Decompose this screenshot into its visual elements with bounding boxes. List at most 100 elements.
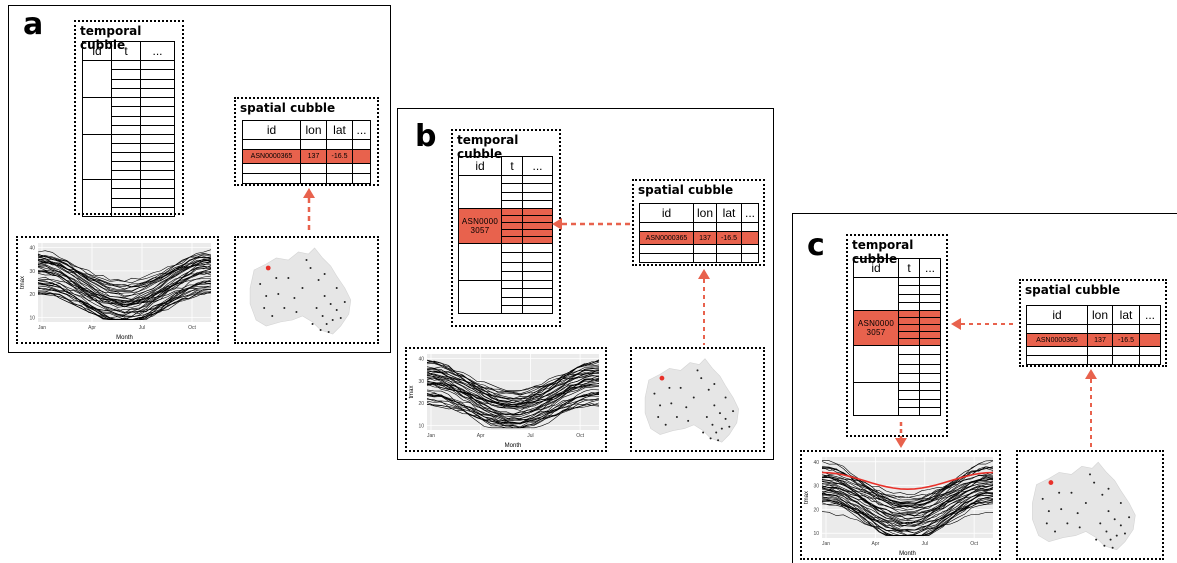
station-point (1045, 522, 1048, 525)
arrow-a-vertical (303, 188, 315, 234)
station-point (687, 419, 690, 422)
station-point (331, 319, 334, 321)
series-line (821, 489, 994, 518)
station-point (1119, 501, 1122, 504)
y-tick-label: 40 (813, 460, 819, 466)
station-point (323, 273, 326, 275)
timeseries-plot-b: 10 20 30 40 Jan Apr Jul Oct Month tmax (405, 347, 607, 452)
map-svg (1032, 461, 1136, 551)
col-t: t (111, 41, 141, 61)
station-point (263, 307, 266, 309)
y-tick-label: 10 (29, 315, 35, 321)
series-line (821, 460, 994, 511)
station-point (1058, 491, 1061, 494)
station-point (1105, 530, 1108, 533)
station-point (259, 283, 262, 285)
y-tick-label: 40 (418, 356, 424, 362)
highlighted-row: ASN0000365 137 -16.5 (1026, 333, 1161, 347)
panel-b-label: b (415, 119, 437, 154)
station-point (732, 410, 735, 413)
station-point (1107, 487, 1110, 490)
station-point (724, 396, 727, 399)
series-line (37, 259, 212, 305)
x-tick-label: Oct (970, 541, 978, 547)
station-point (1123, 532, 1126, 535)
spatial-cubble-b: spatial cubble id lon lat... ASN0000365 137… (632, 179, 765, 266)
station-point (653, 392, 656, 395)
series-line (37, 255, 212, 290)
station-point (339, 317, 342, 319)
station-point (715, 431, 718, 434)
plot-background (38, 243, 211, 322)
station-point (275, 277, 278, 279)
highlighted-rows: ASN0000 3057 (458, 208, 553, 244)
x-axis-label: Month (899, 551, 916, 557)
series-line (821, 478, 994, 505)
arrow-b-horizontal (552, 218, 630, 230)
station-point (277, 293, 280, 295)
series-line (37, 287, 212, 321)
station-point (1089, 473, 1091, 476)
series-line (821, 483, 994, 515)
station-point (711, 423, 714, 426)
series-line (426, 372, 600, 404)
station-point (1047, 510, 1050, 513)
station-point (1066, 522, 1069, 525)
series-line (37, 254, 212, 297)
series-line (37, 283, 212, 303)
station-point (1109, 538, 1112, 541)
spatial-cubble-title: spatial cubble (240, 101, 336, 115)
x-tick-label: Oct (576, 433, 584, 439)
station-point (295, 311, 298, 313)
station-point (1078, 526, 1081, 529)
series-line (427, 367, 600, 399)
series-line (37, 255, 212, 292)
series-line (821, 485, 994, 509)
y-tick-label: 10 (418, 424, 424, 430)
x-tick-label: Jul (922, 541, 928, 547)
station-point (1101, 493, 1104, 496)
x-tick-label: Jul (139, 325, 145, 331)
x-tick-label: Jan (822, 541, 830, 547)
map-svg (644, 358, 740, 443)
y-tick-label: 20 (418, 401, 424, 407)
series-line (426, 380, 599, 420)
series-line (821, 477, 994, 522)
station-point (728, 425, 731, 428)
station-point (692, 396, 695, 399)
series-line (37, 289, 212, 316)
series-line (37, 258, 212, 290)
station-point (311, 323, 314, 325)
station-point (271, 315, 274, 317)
station-point (329, 303, 332, 305)
series-line (37, 275, 212, 320)
timeseries-svg: 10 20 30 40 Jan Apr Jul Oct Month tmax (409, 354, 600, 449)
series-line (426, 398, 600, 421)
series-line (37, 285, 212, 308)
station-point (1076, 512, 1079, 515)
series-line (821, 497, 994, 536)
series-line (37, 258, 212, 301)
station-point (335, 287, 338, 289)
timeseries-plot-c: 10 20 30 40 Jan Apr Jul Oct Month tmax (800, 450, 1001, 560)
series-line (37, 268, 212, 318)
series-line (37, 265, 212, 313)
panel-c: c temporal cubble id t... ASN0000 3057 sp… (792, 213, 1177, 563)
x-tick-label: Oct (188, 325, 196, 331)
temporal-table: id t... (82, 41, 175, 218)
station-point (707, 388, 710, 391)
temporal-cubble-b: temporal cubble id t... ASN0000 3057 (451, 129, 561, 327)
highlighted-station (265, 265, 271, 271)
series-line (821, 476, 994, 504)
spatial-cubble-c: spatial cubble id lon lat... ASN0000365 137… (1019, 279, 1167, 367)
station-point (668, 386, 671, 389)
series-line (821, 484, 994, 516)
spatial-table: id lon lat... ASN0000365 137 -16.5 (1026, 305, 1161, 365)
station-point (323, 295, 326, 297)
station-point (327, 331, 330, 333)
station-point (709, 437, 712, 440)
y-tick-label: 30 (418, 379, 424, 385)
timeseries-plot-a: 10 20 30 40 Jan Apr Jul Oct Month tmax (16, 236, 219, 344)
x-axis-label: Month (505, 443, 522, 449)
station-point (1093, 481, 1096, 484)
